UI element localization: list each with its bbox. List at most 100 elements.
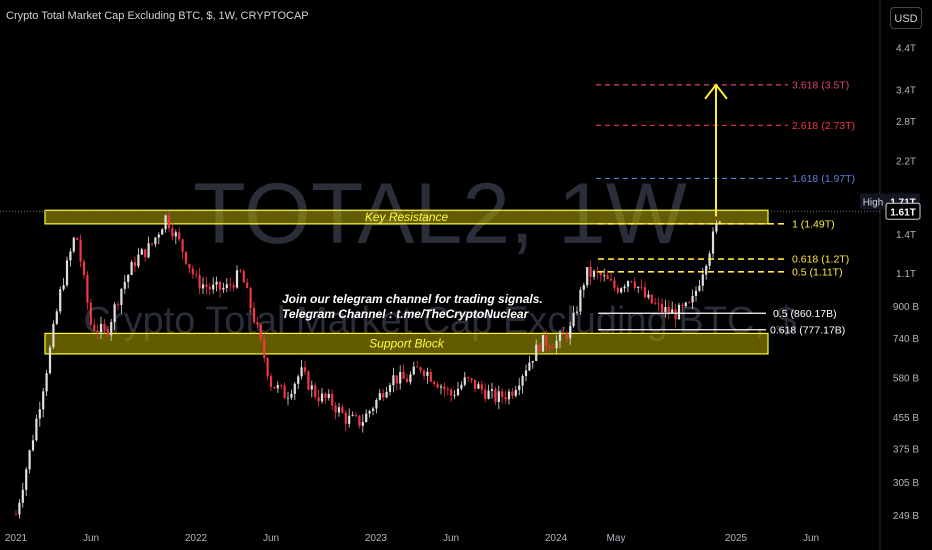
candle-body <box>691 295 694 303</box>
candle-body <box>609 279 613 281</box>
candle-body <box>286 397 290 399</box>
candle-body <box>494 389 497 402</box>
candle-body <box>405 378 409 383</box>
annotation-line-0: Join our telegram channel for trading si… <box>282 292 543 306</box>
candle-body <box>103 323 106 329</box>
candle-body <box>579 289 582 312</box>
y-tick-4: 1.4T <box>896 230 916 241</box>
price-tag-label-bg-0 <box>860 193 886 210</box>
candle-body <box>317 397 320 402</box>
candle-body <box>69 251 72 261</box>
candle-body <box>273 386 276 389</box>
candle-body <box>613 280 616 288</box>
candle-body <box>674 309 677 320</box>
candle-body <box>99 323 103 333</box>
x-tick-2: 2022 <box>185 533 208 544</box>
candle-body <box>246 282 249 289</box>
currency-button[interactable]: USD <box>890 7 922 29</box>
candle-body <box>416 366 419 368</box>
candle-body <box>147 243 150 258</box>
candle-body <box>123 281 126 289</box>
candle-body <box>256 322 259 325</box>
candle-body <box>82 261 86 275</box>
candle-body <box>623 286 626 289</box>
candle-body <box>144 249 147 258</box>
candle-body <box>650 294 653 304</box>
candle-body <box>477 384 480 389</box>
candle-body <box>79 239 82 262</box>
candle-body <box>633 281 636 289</box>
candle-body <box>640 286 643 288</box>
candle-body <box>38 409 41 419</box>
candle-body <box>565 333 568 339</box>
candle-body <box>133 262 137 267</box>
candle-body <box>42 391 45 410</box>
candle-body <box>93 324 96 331</box>
candle-body <box>137 254 140 267</box>
candle-body <box>412 366 415 375</box>
candle-body <box>521 376 524 386</box>
candle-body <box>402 372 405 379</box>
candle-body <box>96 330 99 333</box>
candle-body <box>218 281 222 290</box>
x-tick-9: Jun <box>803 533 819 544</box>
candle-body <box>511 391 514 396</box>
candle-body <box>637 286 640 289</box>
candle-body <box>395 375 398 384</box>
candle-body <box>263 338 266 359</box>
candle-body <box>453 395 456 397</box>
candle-body <box>259 324 262 339</box>
candle-body <box>48 347 52 374</box>
x-tick-1: Jun <box>83 533 99 544</box>
candle-body <box>473 379 477 389</box>
candle-body <box>239 270 242 272</box>
candle-body <box>514 390 517 396</box>
candle-body <box>76 237 79 240</box>
candle-body <box>705 265 708 275</box>
candle-body <box>297 376 300 384</box>
candle-body <box>365 413 368 423</box>
y-axis[interactable]: 4.4T 3.4T 2.8T 2.2T 1.4T 1.1T 900 B 740 B 580 B 4… <box>893 44 919 522</box>
candle-body <box>518 385 521 391</box>
candle-body <box>351 415 354 416</box>
y-tick-7: 740 B <box>893 334 919 345</box>
candle-body <box>582 285 585 290</box>
x-axis[interactable]: 2021 Jun 2022 Jun 2023 Jun 2024 May 2025 Jun <box>5 533 819 544</box>
candle-body <box>535 344 538 361</box>
candle-body <box>701 274 704 286</box>
candle-body <box>127 274 130 282</box>
candle-body <box>664 307 667 312</box>
candle-body <box>229 284 232 286</box>
candle-body <box>715 222 718 232</box>
candle-body <box>130 262 133 275</box>
candle-body <box>208 286 211 290</box>
candle-body <box>276 385 279 389</box>
candle-body <box>215 281 218 285</box>
candle-body <box>235 270 239 288</box>
candle-body <box>538 344 541 352</box>
candle-body <box>368 410 371 414</box>
x-tick-6: 2024 <box>545 533 568 544</box>
candle-body <box>293 383 296 394</box>
candle-body <box>191 268 194 275</box>
candle-body <box>596 271 599 273</box>
candle-body <box>616 287 619 293</box>
candle-body <box>439 386 443 388</box>
candle-body <box>606 275 609 280</box>
candle-body <box>484 389 487 399</box>
candle-body <box>446 389 449 390</box>
candle-body <box>232 285 235 288</box>
candle-body <box>55 311 58 324</box>
candle-body <box>327 393 330 398</box>
candle-body <box>358 415 361 426</box>
candle-body <box>25 469 28 490</box>
candle-body <box>184 251 188 264</box>
candle-body <box>59 289 62 312</box>
candle-body <box>450 389 453 396</box>
candle-body <box>188 263 191 269</box>
level-label-5: 0.5 (1.11T) <box>792 266 843 278</box>
candle-body <box>205 284 208 287</box>
candle-body <box>378 393 381 400</box>
